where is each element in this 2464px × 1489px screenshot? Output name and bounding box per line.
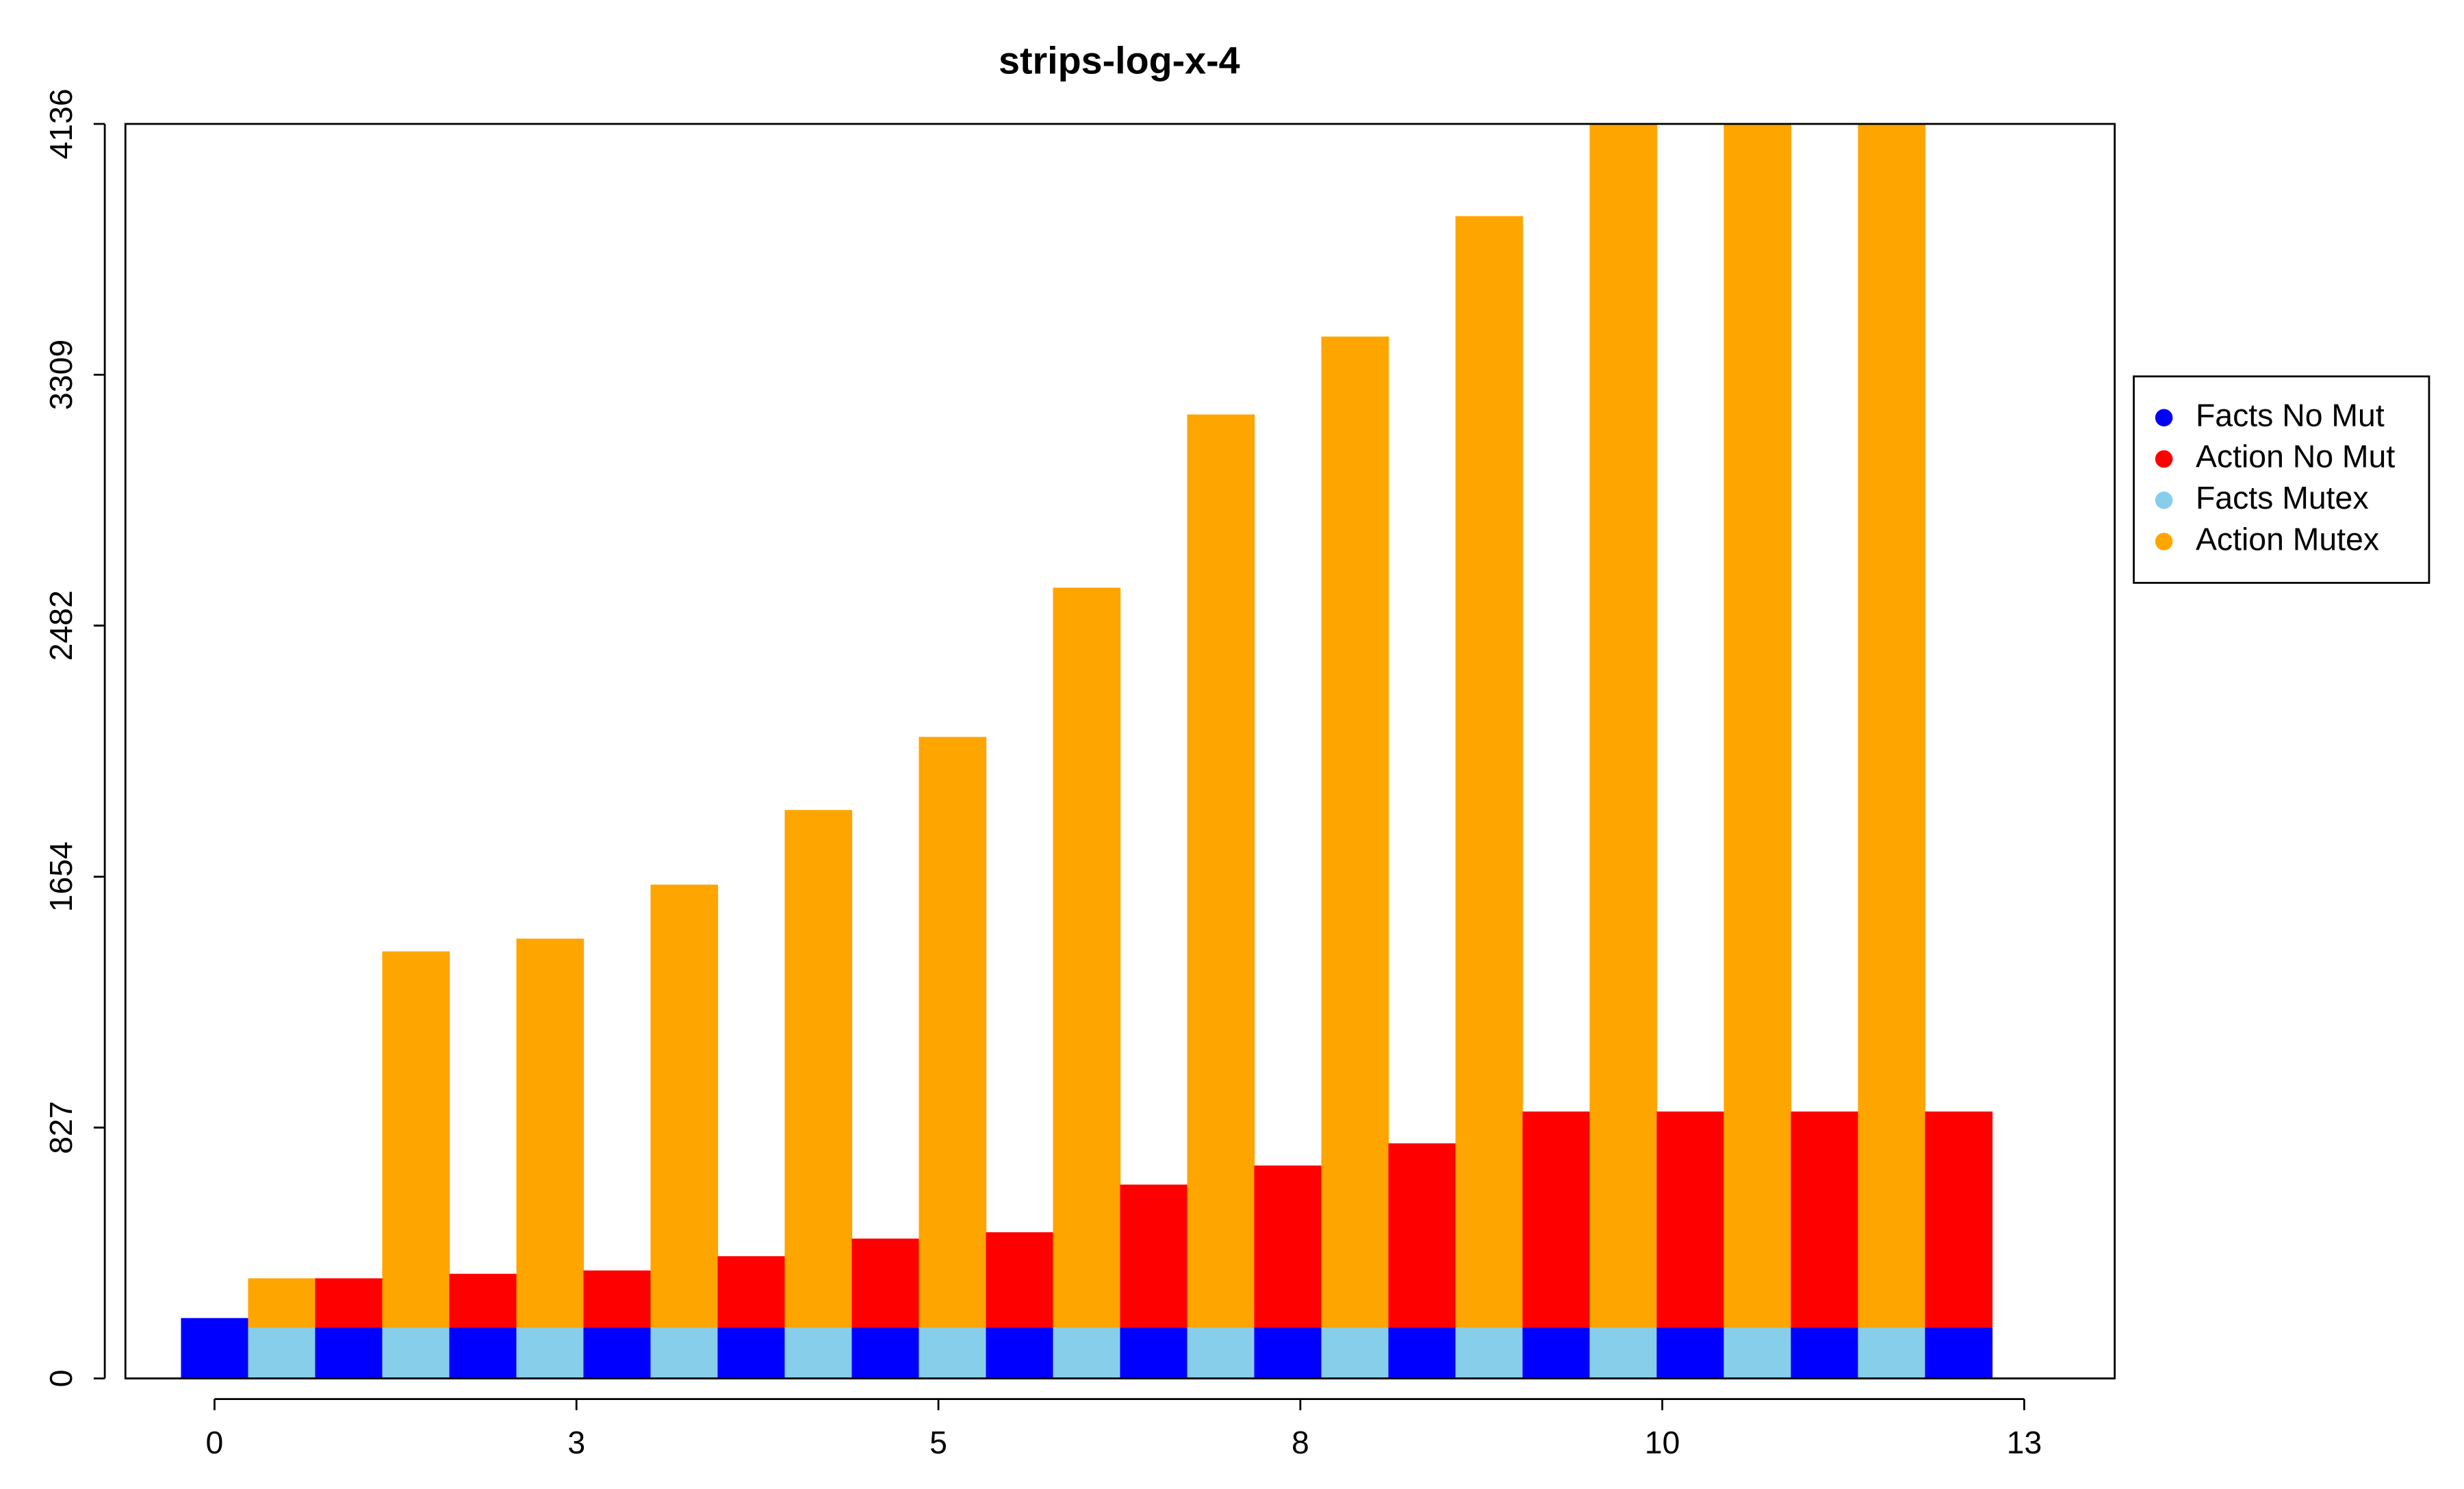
legend-label: Action Mutex [2196, 521, 2379, 557]
bar-segment [449, 1273, 517, 1328]
legend-marker [2155, 533, 2173, 550]
bar-segment [1723, 1327, 1792, 1379]
bar-segment [1053, 587, 1121, 1328]
y-tick-label: 3309 [43, 340, 79, 410]
bar-segment [650, 885, 719, 1328]
bar-segment [1522, 1111, 1591, 1328]
bars [181, 124, 1993, 1379]
legend-marker [2155, 450, 2173, 468]
bar-segment [1254, 1165, 1322, 1328]
legend-label: Facts Mutex [2196, 480, 2369, 516]
chart-title: strips-log-x-4 [999, 40, 1240, 82]
bar-segment [784, 810, 853, 1328]
y-tick-label: 2482 [43, 590, 79, 661]
bar-segment [1053, 1327, 1121, 1379]
bar-segment [1321, 336, 1389, 1328]
bar-segment [315, 1327, 383, 1379]
legend-box [2133, 375, 2430, 584]
bar-segment [851, 1238, 920, 1328]
y-tick-label: 827 [43, 1101, 79, 1154]
bar-segment [784, 1327, 853, 1379]
bar-segment [717, 1327, 786, 1379]
bar-segment [382, 1327, 450, 1379]
bar-segment [1723, 124, 1792, 1328]
bar-segment [1321, 1327, 1389, 1379]
bar-segment [1388, 1327, 1456, 1379]
bar-segment [583, 1327, 652, 1379]
legend-label: Action No Mut [2196, 439, 2395, 474]
x-tick-label: 13 [2007, 1425, 2042, 1460]
bar-segment [1589, 1327, 1658, 1379]
bar-segment [851, 1327, 920, 1379]
bar-segment [315, 1278, 383, 1328]
bar-segment [1120, 1184, 1188, 1328]
bar-segment [248, 1327, 316, 1379]
y-tick-label: 1654 [43, 841, 79, 912]
x-tick-label: 3 [567, 1425, 585, 1460]
legend-label: Facts No Mut [2196, 397, 2385, 433]
bar-segment [1187, 1327, 1255, 1379]
plot-box [124, 123, 2116, 1379]
bar-segment [1388, 1143, 1456, 1328]
x-tick-label: 5 [929, 1425, 947, 1460]
bar-segment [1120, 1327, 1188, 1379]
bar-segment [248, 1278, 316, 1328]
legend-marker [2155, 409, 2173, 427]
bar-segment [1858, 124, 1926, 1328]
x-tick-label: 0 [206, 1425, 224, 1460]
legend-marker [2155, 491, 2173, 509]
bar-segment [1925, 1327, 1993, 1379]
bar-segment [919, 737, 987, 1328]
bar-segment [986, 1327, 1054, 1379]
bar-segment [1455, 216, 1524, 1328]
bar-segment [516, 1327, 585, 1379]
bar-segment [919, 1327, 987, 1379]
bar-segment [1522, 1327, 1591, 1379]
bar-segment [516, 939, 585, 1328]
bar-segment [986, 1232, 1054, 1328]
bar-segment [1925, 1111, 1993, 1328]
bar-segment [717, 1256, 786, 1328]
bar-segment [1656, 1111, 1725, 1328]
x-tick-label: 8 [1292, 1425, 1309, 1460]
bar-segment [650, 1327, 719, 1379]
y-tick-label: 0 [43, 1370, 79, 1388]
bar-segment [1589, 124, 1658, 1328]
bar-segment [181, 1318, 249, 1379]
bar-segment [1656, 1327, 1725, 1379]
bar-segment [1791, 1327, 1859, 1379]
bar-segment [449, 1327, 517, 1379]
bar-segment [1455, 1327, 1524, 1379]
bar-segment [583, 1270, 652, 1328]
bar-segment [382, 951, 450, 1328]
bar-segment [1254, 1327, 1322, 1379]
bar-segment [1858, 1327, 1926, 1379]
bar-segment [1791, 1111, 1859, 1328]
y-tick-label: 4136 [43, 88, 79, 159]
bar-segment [1187, 414, 1255, 1328]
x-tick-label: 10 [1645, 1425, 1680, 1460]
